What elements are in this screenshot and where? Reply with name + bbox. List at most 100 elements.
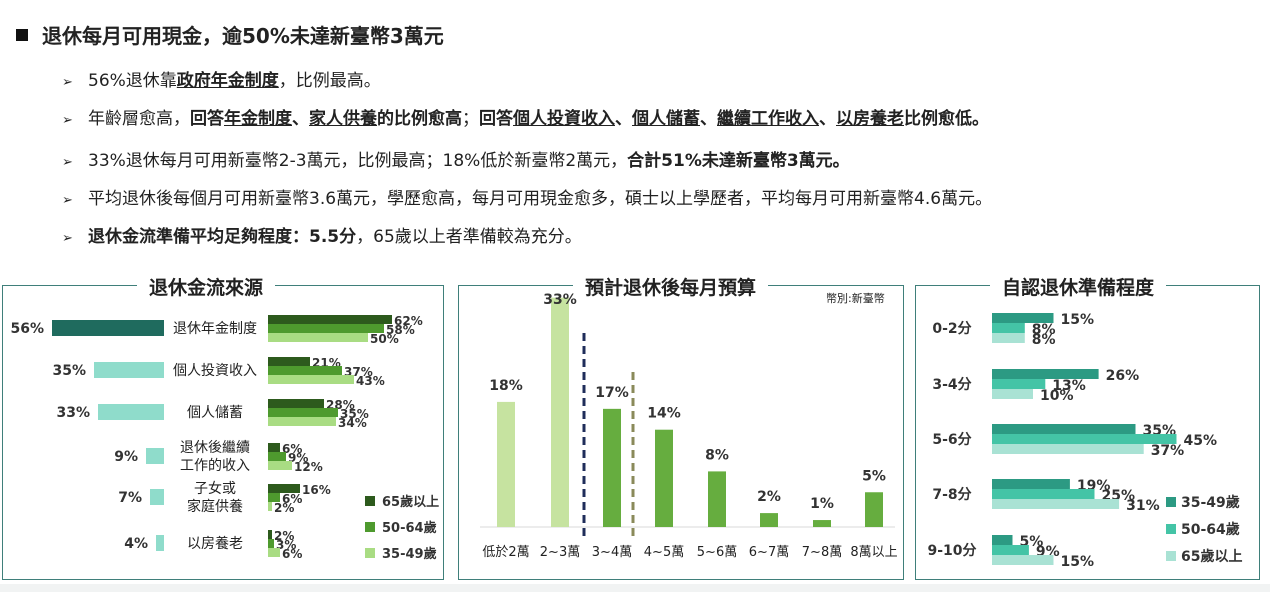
bar-label: 3% — [276, 538, 296, 552]
chart2-title: 預計退休後每月預算 — [573, 273, 769, 300]
bar-label: 50% — [370, 332, 399, 346]
headline: 退休每月可用現金，逾50%未達新臺幣3萬元 — [16, 20, 444, 49]
category-label: 工作的收入 — [180, 458, 250, 474]
bar-label: 62% — [394, 314, 423, 328]
bullet-text: ，比例最高。 — [278, 71, 381, 91]
series-bar — [268, 375, 354, 384]
series-bar — [268, 324, 384, 333]
budget-bar — [551, 297, 569, 527]
bar-label: 6% — [282, 547, 302, 561]
total-bar — [146, 448, 164, 464]
legend-label: 35-49歲 — [382, 546, 437, 562]
series-bar — [992, 479, 1070, 489]
legend-swatch — [1166, 497, 1176, 507]
series-bar — [268, 452, 286, 461]
series-bar — [268, 530, 272, 539]
bullet-text: 56%退休靠 — [88, 71, 177, 91]
total-label: 33% — [56, 405, 90, 421]
bar-label: 31% — [1126, 498, 1160, 514]
arrow-bullet-icon: ➢ — [62, 231, 73, 246]
bar-label: 37% — [1151, 443, 1185, 459]
total-label: 4% — [124, 536, 148, 552]
legend-swatch — [365, 548, 375, 558]
series-bar — [268, 443, 280, 452]
legend-swatch — [1166, 551, 1176, 561]
bar-label: 2% — [274, 529, 294, 543]
budget-bar — [655, 429, 673, 527]
series-bar — [992, 323, 1025, 333]
series-bar — [992, 489, 1095, 499]
category-label: 退休後繼續 — [180, 440, 250, 456]
category-label: 8萬以上 — [850, 545, 897, 560]
category-label: 7~8萬 — [802, 545, 842, 560]
category-label: 3-4分 — [932, 377, 971, 393]
series-bar — [992, 535, 1013, 545]
bar-label: 26% — [1106, 368, 1140, 384]
bullet-underline: 年金制度 — [224, 109, 292, 129]
series-bar — [268, 548, 280, 557]
bullet-underline: 家人供養 — [309, 109, 377, 129]
bullet-bold: 、 — [292, 109, 309, 129]
bullet-text: 年齡層愈高， — [88, 109, 190, 129]
category-label: 個人投資收入 — [173, 363, 257, 379]
series-bar — [992, 369, 1099, 379]
bullet-4: ➢ 平均退休後每個月可用新臺幣3.6萬元，學歷愈高，每月可用現金愈多，碩士以上學歷… — [62, 184, 992, 209]
square-bullet-icon — [16, 29, 28, 41]
bullet-1: ➢ 56%退休靠政府年金制度，比例最高。 — [62, 66, 381, 91]
budget-bar — [865, 492, 883, 527]
bar-label: 9% — [288, 451, 308, 465]
category-label: 家庭供養 — [187, 498, 243, 515]
bar-label: 45% — [1184, 433, 1218, 449]
series-bar — [992, 444, 1144, 454]
arrow-bullet-icon: ➢ — [62, 113, 73, 128]
bullet-bold: 退休金流準備平均足夠程度：5.5分 — [88, 227, 357, 247]
category-label: 7-8分 — [932, 487, 971, 503]
total-bar — [98, 404, 164, 420]
bar-label: 15% — [1061, 554, 1095, 570]
bar-label: 8% — [1032, 332, 1056, 348]
arrow-bullet-icon: ➢ — [62, 75, 73, 90]
category-label: 6~7萬 — [749, 545, 789, 560]
category-label: 個人儲蓄 — [187, 405, 243, 421]
series-bar — [268, 357, 310, 366]
bullet-underline: 以房養老 — [836, 109, 904, 129]
category-label: 5-6分 — [932, 432, 971, 448]
bullet-bold: 回答 — [479, 109, 513, 129]
bar-label: 33% — [543, 292, 577, 308]
budget-bar — [497, 401, 515, 527]
series-bar — [992, 424, 1136, 434]
bottom-strip — [0, 584, 1270, 592]
series-bar — [992, 545, 1029, 555]
category-label: 2~3萬 — [540, 545, 580, 560]
budget-bar — [603, 408, 621, 527]
bullet-bold: 、 — [615, 109, 632, 129]
category-label: 3~4萬 — [592, 545, 632, 560]
bullet-underline: 政府年金制度 — [176, 71, 279, 91]
bar-label: 1% — [810, 496, 834, 512]
series-bar — [992, 313, 1054, 323]
bullet-underline: 繼續工作收入 — [717, 109, 819, 129]
bar-label: 2% — [757, 489, 781, 505]
bullet-bold: 合計51%未達新臺幣3萬元。 — [627, 151, 850, 171]
bullet-text: 33%退休每月可用新臺幣2-3萬元，比例最高；18%低於新臺幣2萬元， — [88, 151, 628, 171]
legend-label: 65歲以上 — [1181, 548, 1242, 565]
budget-bar — [708, 471, 726, 527]
total-bar — [156, 535, 164, 551]
bar-label: 18% — [489, 378, 523, 394]
category-label: 以房養老 — [187, 535, 243, 552]
bullet-underline: 個人儲蓄 — [632, 109, 700, 129]
bullet-text: 平均退休後每個月可用新臺幣3.6萬元，學歷愈高，每月可用現金愈多，碩士以上學歷者… — [88, 189, 993, 209]
currency-note: 幣別:新臺幣 — [826, 292, 885, 305]
bar-label: 8% — [705, 447, 729, 463]
bar-label: 6% — [282, 442, 302, 456]
budget-bar — [813, 520, 831, 527]
series-bar — [268, 502, 272, 511]
series-bar — [268, 315, 392, 324]
budget-bar — [760, 513, 778, 527]
series-bar — [268, 408, 338, 417]
legend-swatch — [1166, 524, 1176, 534]
chart1-title: 退休金流來源 — [137, 273, 276, 300]
bar-label: 16% — [302, 483, 331, 497]
bar-label: 34% — [338, 416, 367, 430]
